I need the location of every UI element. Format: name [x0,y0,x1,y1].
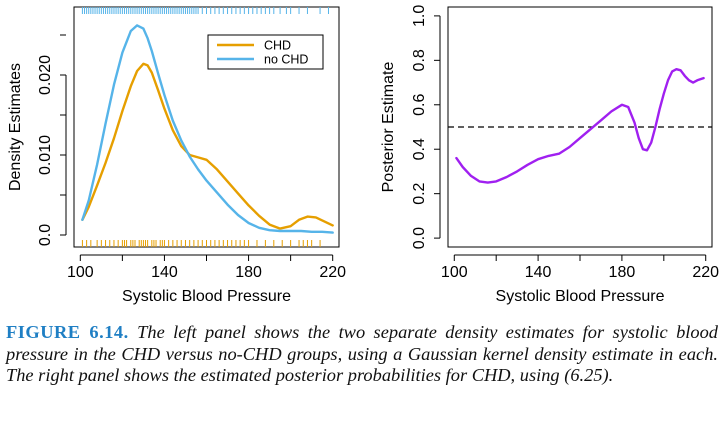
right-panel-posterior: 100 140 180 220 Systolic Blood Pressure 0.0 0.… [380,5,719,305]
series-line-no-chd [81,24,334,234]
x-tick-label: 100 [67,264,94,281]
x-tick-label: 140 [151,264,178,281]
y-tick-label: 0.2 [411,182,428,204]
y-tick-label: 0.0 [37,224,54,246]
y-tick-label: 0.4 [411,138,428,160]
y-tick-label: 0.010 [37,135,54,175]
legend-entry-label: no CHD [264,53,308,67]
y-tick-label: 0.8 [411,49,428,71]
posterior-line [455,67,705,184]
x-tick-label: 180 [609,264,636,281]
legend-entry-label: CHD [264,39,291,53]
x-tick-label: 140 [525,264,552,281]
x-tick-label: 220 [692,264,719,281]
x-tick-label: 220 [319,264,346,281]
y-tick-label: 0.020 [37,55,54,95]
x-tick-label: 180 [235,264,262,281]
series-line-chd [81,62,334,230]
left-x-axis-label: Systolic Blood Pressure [122,288,291,305]
caption-label: FIGURE 6.14. [6,322,129,342]
y-tick-label: 0.6 [411,94,428,116]
legend-box [207,34,324,70]
left-panel-density: 100 140 180 220 Systolic Blood Pressure 0.0 0.… [7,6,346,305]
y-tick-label: 1.0 [411,5,428,27]
figure-panels: 100 140 180 220 Systolic Blood Pressure 0.0 0.… [7,5,719,305]
figure-caption: FIGURE 6.14. The left panel shows the tw… [6,322,718,387]
left-y-axis-label: Density Estimates [7,63,24,191]
right-x-axis-label: Systolic Blood Pressure [496,288,665,305]
y-tick-label: 0.0 [411,227,428,249]
right-y-axis-label: Posterior Estimate [380,62,397,193]
caption-text: The left panel shows the two separate de… [6,322,718,385]
x-tick-label: 100 [441,264,468,281]
